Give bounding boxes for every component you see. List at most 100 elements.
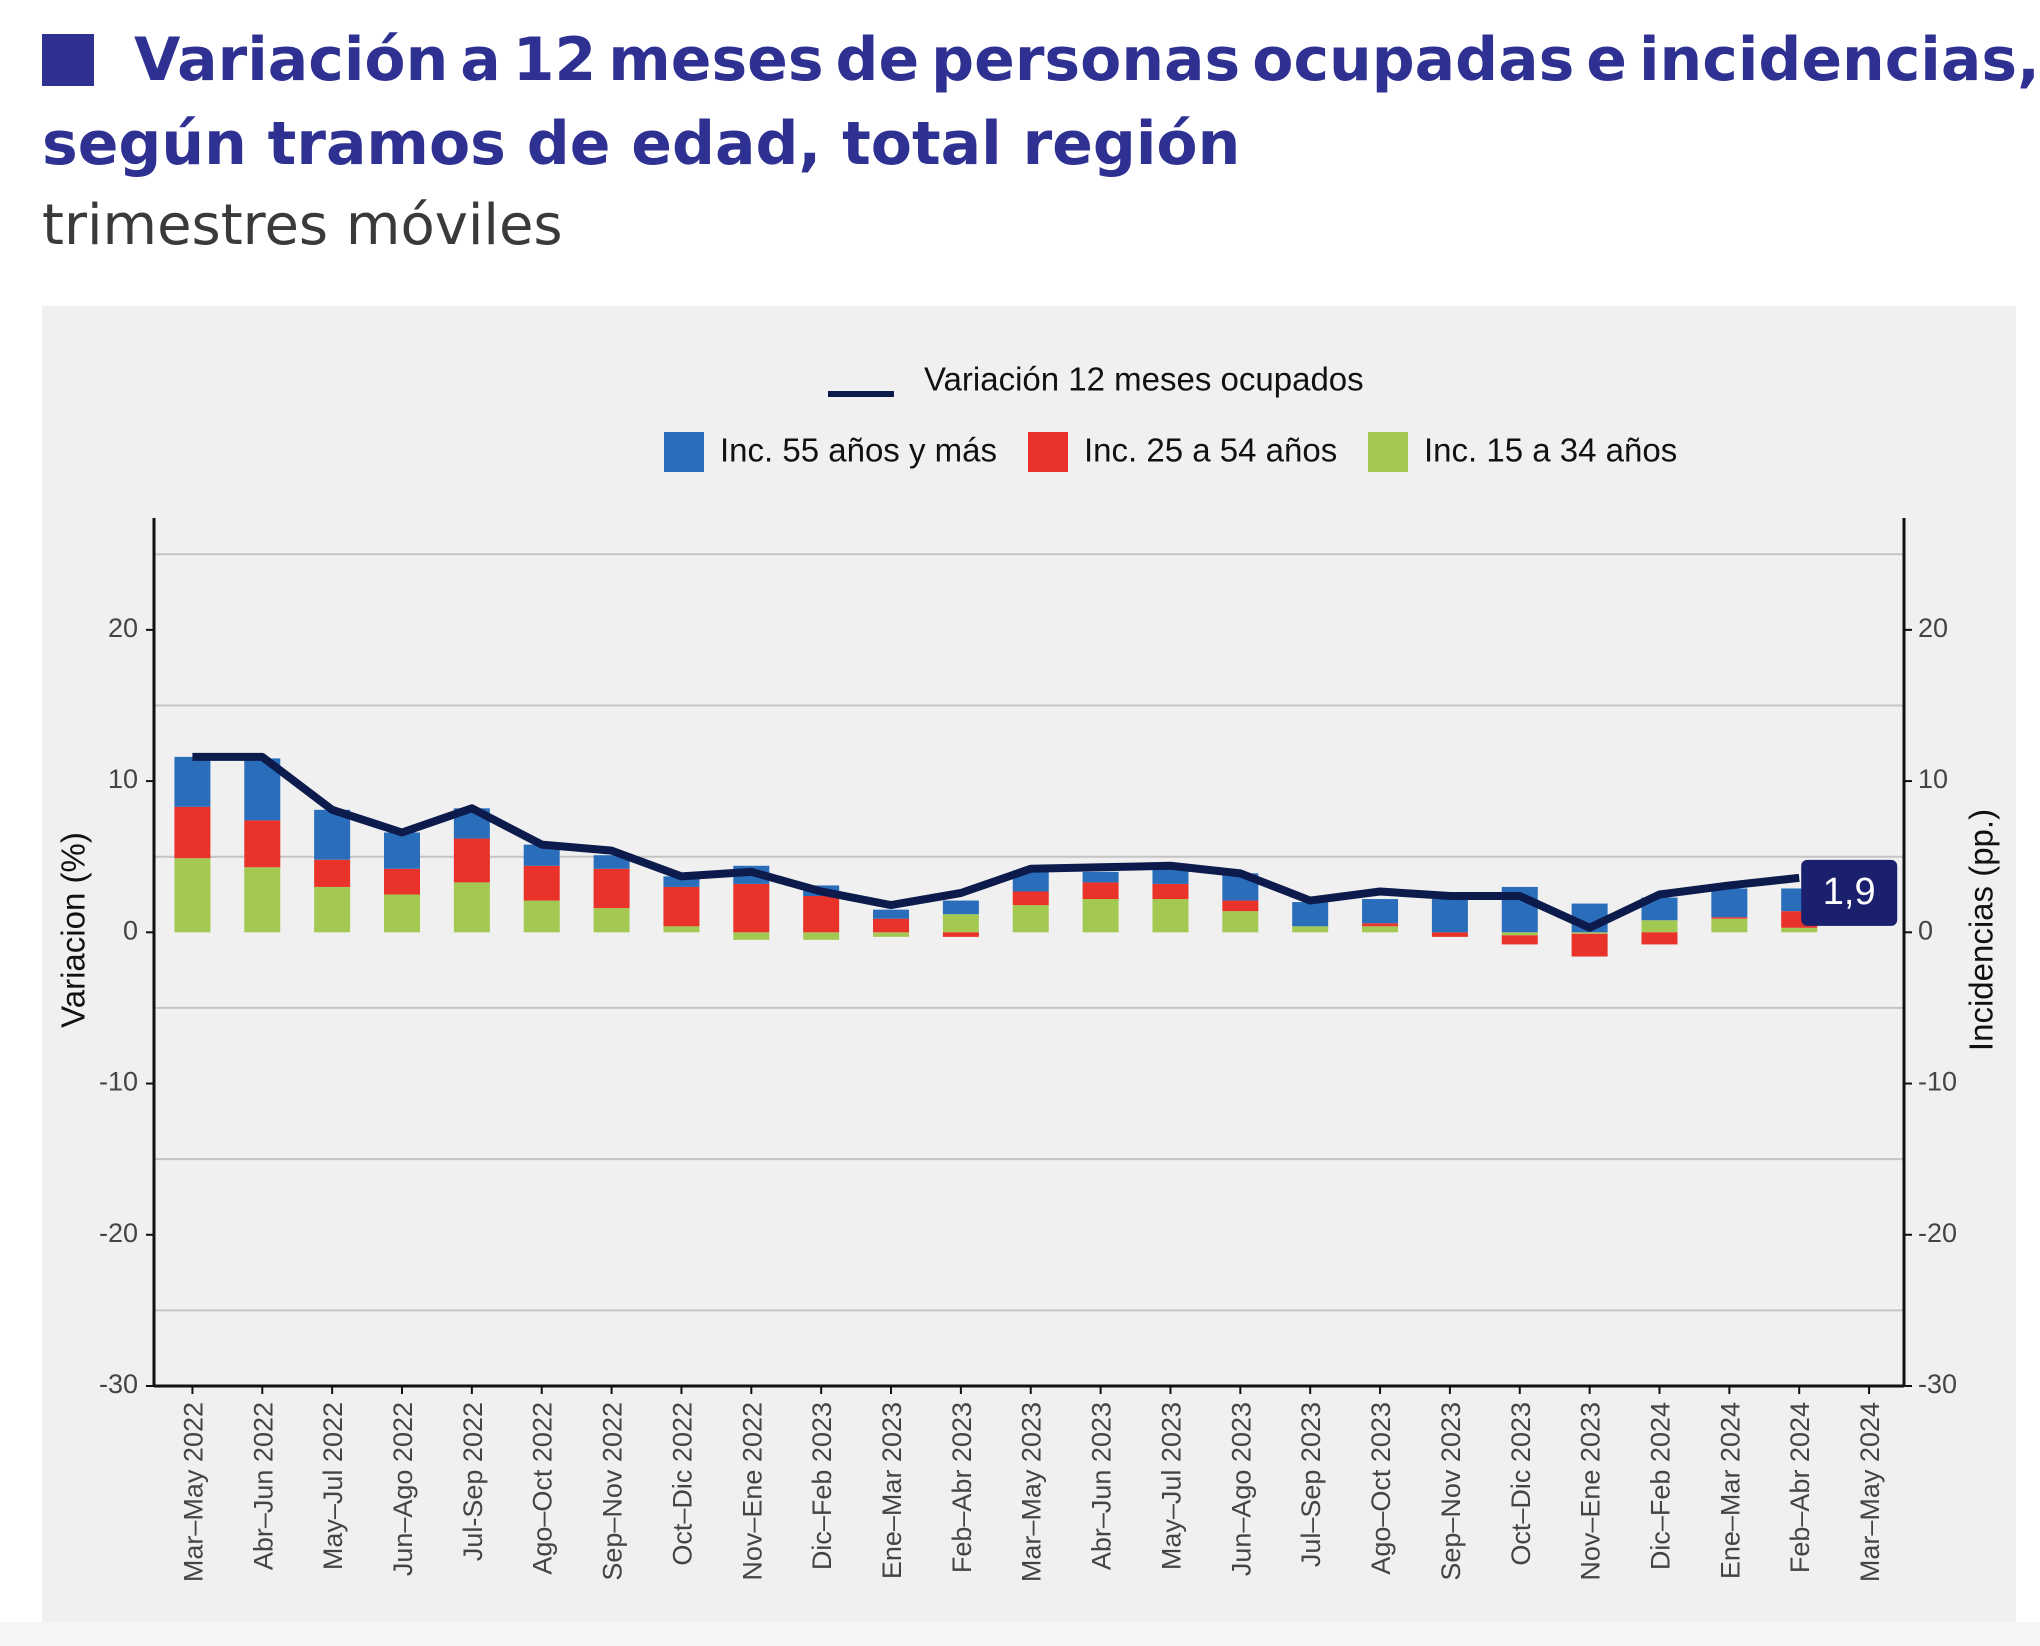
bar-inc55: [1431, 899, 1468, 933]
y-tick-label-left: -30: [99, 1369, 138, 1399]
title-word: e: [1586, 25, 1627, 95]
y-tick-label-right: 10: [1918, 764, 1948, 794]
last-value-label-box: [1801, 859, 1898, 926]
chart-title-line-2: según tramos de edad, total región: [42, 109, 1241, 179]
bar-inc25: [314, 859, 351, 887]
x-tick-label: Nov–Ene 2023: [1576, 1402, 1606, 1581]
bar-inc25: [1222, 900, 1259, 912]
bar-inc55: [1292, 902, 1329, 927]
chart-panel: Variación 12 meses ocupados Inc. 55 años…: [42, 306, 2016, 1622]
chart-title-line-1: Variación a 12 meses de personas ocupadas e inci…: [42, 18, 2040, 102]
bar-inc55: [174, 756, 211, 807]
title-word: a: [460, 25, 501, 95]
bar-inc15: [1571, 932, 1608, 934]
legend-swatch-inc55: [664, 432, 704, 472]
bar-inc15: [174, 858, 211, 933]
x-tick-label: Mar–May 2023: [1017, 1402, 1047, 1582]
x-tick-label: Oct–Dic 2022: [667, 1402, 697, 1566]
x-tick-label: Nov–Ene 2022: [737, 1402, 767, 1581]
bar-inc55: [523, 844, 560, 866]
bar-inc55: [1362, 899, 1399, 924]
chart-subtitle: trimestres móviles: [42, 193, 563, 258]
title-word: de: [835, 25, 920, 95]
x-tick-label: Ene–Mar 2023: [877, 1402, 907, 1579]
x-tick-label: Feb–Abr 2023: [947, 1402, 977, 1573]
x-tick-label: Jul–Sep 2023: [1296, 1402, 1326, 1567]
x-tick-label: Abr–Jun 2022: [248, 1402, 278, 1570]
bar-inc15: [803, 932, 840, 940]
y-tick-label-right: 20: [1918, 613, 1948, 643]
y-axis-label-right: Incidencias (pp.): [1963, 809, 2000, 1051]
x-tick-label: Dic–Feb 2024: [1645, 1402, 1675, 1570]
x-tick-label: Jun–Ago 2023: [1226, 1402, 1256, 1576]
bar-inc55: [1082, 871, 1119, 883]
bar-inc15: [1082, 899, 1119, 933]
title-word: incidencias,: [1638, 25, 2040, 95]
title-word: Variación: [133, 25, 449, 95]
bar-inc15: [593, 908, 630, 933]
legend-line-label: Variación 12 meses ocupados: [924, 361, 1364, 398]
title-word: 12: [512, 25, 597, 95]
y-tick-label-left: -10: [99, 1067, 138, 1097]
bar-inc25: [1152, 883, 1189, 900]
legend-swatch-inc25: [1028, 432, 1068, 472]
x-tick-label: Dic–Feb 2023: [807, 1402, 837, 1570]
title-word: ocupadas: [1252, 25, 1575, 95]
legend-swatch-inc15: [1368, 432, 1408, 472]
bar-inc15: [1781, 927, 1818, 933]
label-layer: 20 20 10 10 0 0 -10 -10 -20 -20 -30 -30 Mar–May 2022…: [99, 613, 1957, 1582]
bar-inc15: [314, 886, 351, 933]
bar-inc25: [663, 886, 700, 927]
x-tick-label: Ene–Mar 2024: [1715, 1402, 1745, 1579]
bar-inc15: [1501, 932, 1538, 936]
bar-inc15: [523, 900, 560, 933]
bar-inc55: [1152, 867, 1189, 884]
bar-inc25: [873, 918, 910, 933]
legend-label-inc25: Inc. 25 a 54 años: [1084, 432, 1337, 469]
bar-inc15: [873, 932, 910, 937]
x-tick-label: Ago–Oct 2023: [1366, 1402, 1396, 1575]
bar-inc15: [733, 932, 770, 940]
x-tick-label: May–Jul 2023: [1156, 1402, 1186, 1570]
title-word: personas: [931, 25, 1241, 95]
bar-inc25: [1501, 935, 1538, 945]
x-tick-label: Abr–Jun 2023: [1087, 1402, 1117, 1570]
bar-inc25: [1082, 882, 1119, 900]
bar-inc15: [453, 882, 490, 933]
bar-inc25: [1012, 891, 1049, 906]
bar-inc25: [942, 932, 979, 937]
bar-inc25: [384, 868, 421, 895]
bar-inc55: [942, 900, 979, 915]
bar-inc55: [663, 876, 700, 887]
y-axis-label-left: Variacion (%): [55, 832, 92, 1028]
y-tick-label-right: -30: [1918, 1369, 1957, 1399]
chart-svg: Variación 12 meses ocupados Inc. 55 años…: [55, 361, 2000, 1582]
y-tick-label-right: 0: [1918, 915, 1933, 945]
x-tick-label: Ago–Oct 2022: [528, 1402, 558, 1575]
last-value-label: 1,9: [1823, 871, 1876, 913]
bar-inc25: [733, 883, 770, 933]
line-layer: [192, 752, 1800, 932]
bar-inc25: [174, 806, 211, 859]
bar-inc55: [384, 832, 421, 869]
legend-label-inc15: Inc. 15 a 34 años: [1424, 432, 1677, 469]
bar-inc15: [1711, 918, 1748, 933]
x-tick-label: Sep–Nov 2022: [598, 1402, 628, 1581]
bar-inc55: [873, 909, 910, 919]
axis-layer: [146, 518, 1912, 1394]
bar-inc15: [1292, 926, 1329, 933]
x-tick-label: Feb–Abr 2024: [1785, 1402, 1815, 1573]
y-tick-label-left: 0: [123, 915, 138, 945]
bar-inc25: [244, 820, 281, 868]
bar-inc25: [1711, 917, 1748, 919]
x-tick-label: May–Jul 2022: [318, 1402, 348, 1570]
bar-inc15: [1012, 905, 1049, 933]
title-word: meses: [608, 25, 824, 95]
x-tick-label: Mar–May 2024: [1855, 1402, 1885, 1582]
y-tick-label-right: -20: [1918, 1218, 1957, 1248]
bar-inc55: [314, 809, 351, 860]
y-tick-label-left: 10: [108, 764, 138, 794]
bar-inc15: [942, 914, 979, 933]
title-block: Variación a 12 meses de personas ocupadas e inci…: [42, 18, 2040, 264]
x-tick-label: Jul-Sep 2022: [458, 1402, 488, 1561]
